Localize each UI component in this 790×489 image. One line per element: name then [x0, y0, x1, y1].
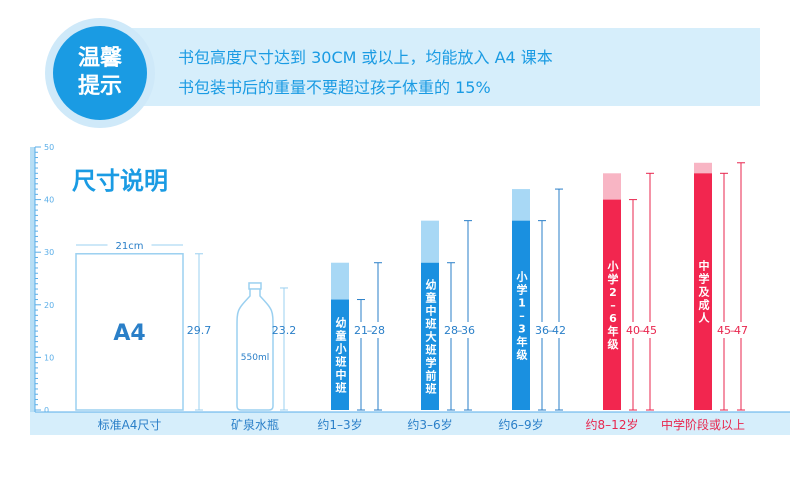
y-tick-label: 30 [44, 248, 54, 257]
range-label-bg [443, 322, 477, 338]
range-low-label: 45 [717, 324, 731, 337]
range-bar-upper [694, 162, 712, 174]
range-dash: – [548, 324, 554, 337]
y-tick-label: 10 [44, 353, 54, 362]
bottle-volume-label: 550ml [241, 353, 269, 363]
a4-sheet [75, 253, 184, 411]
tip-banner [100, 28, 760, 106]
bottle-outline [236, 287, 274, 411]
tip-badge: 温馨 提示 [45, 18, 155, 128]
range-bar-inner-label: 幼童小班中班 [335, 315, 347, 394]
range-label-bg [625, 322, 659, 338]
range-bar-lower [512, 220, 530, 410]
tip-line-1: 书包高度尺寸达到 30CM 或以上，均能放入 A4 课本 [178, 48, 553, 67]
bottle-height-label: 23.2 [272, 324, 297, 337]
range-category-label: 中学阶段或以上 [661, 417, 745, 432]
range-bar-lower [331, 299, 349, 410]
range-category-label: 约8–12岁 [586, 417, 639, 432]
range-bar-lower [603, 199, 621, 410]
range-label-bg [353, 322, 387, 338]
range-high-label: 36 [461, 324, 475, 337]
y-tick-label: 0 [44, 406, 49, 415]
tip-badge-line-1: 温馨 [77, 46, 122, 71]
range-bar-inner-label: 小学 2–6 年级 [607, 259, 620, 351]
range-dash: – [730, 324, 736, 337]
a4-width-label: 21cm [116, 241, 144, 252]
range-dash: – [639, 324, 645, 337]
range-bar-lower [694, 173, 712, 410]
bottle-category-label: 矿泉水瓶 [231, 418, 279, 432]
range-low-label: 40 [626, 324, 640, 337]
tip-line-2: 书包装书后的重量不要超过孩子体重的 15% [178, 78, 491, 97]
range-dash: – [457, 324, 463, 337]
range-bar-inner-label: 幼童中班大班学前班 [426, 277, 437, 395]
a4-height-label: 29.7 [187, 324, 212, 337]
a4-category-label: 标准A4尺寸 [98, 418, 162, 432]
range-category-label: 约1–3岁 [317, 417, 362, 432]
a4-width-label-bg [107, 238, 152, 252]
range-bar-inner-label: 中学及成人 [699, 259, 711, 325]
baseline-band [30, 412, 790, 435]
y-axis-band [30, 147, 35, 415]
range-category-label: 约6–9岁 [498, 417, 543, 432]
range-category-label: 约3–6岁 [407, 417, 452, 432]
a4-label: A4 [113, 321, 145, 346]
range-high-label: 42 [552, 324, 566, 337]
range-dash: – [367, 324, 373, 337]
range-label-bg [534, 322, 568, 338]
tip-badge-line-2: 提示 [77, 74, 122, 99]
chart-title: 尺寸说明 [72, 167, 168, 195]
range-bar-upper [512, 189, 530, 221]
range-low-label: 36 [535, 324, 549, 337]
range-bar-upper [331, 262, 349, 300]
range-bar-upper [603, 173, 621, 200]
range-label-bg [716, 322, 750, 338]
range-bar-lower [421, 262, 439, 410]
y-tick-label: 40 [44, 196, 54, 205]
y-tick-label: 20 [44, 301, 54, 310]
range-high-label: 28 [371, 324, 385, 337]
y-tick-label: 50 [44, 143, 54, 152]
range-high-label: 47 [734, 324, 748, 337]
tip-badge-circle: 温馨 提示 [53, 26, 147, 120]
range-low-label: 21 [354, 324, 368, 337]
range-low-label: 28 [444, 324, 458, 337]
bottle-cap [248, 282, 262, 290]
range-bar-inner-label: 小学 1–3 年级 [516, 269, 529, 361]
range-bar-upper [421, 220, 439, 263]
range-high-label: 45 [643, 324, 657, 337]
